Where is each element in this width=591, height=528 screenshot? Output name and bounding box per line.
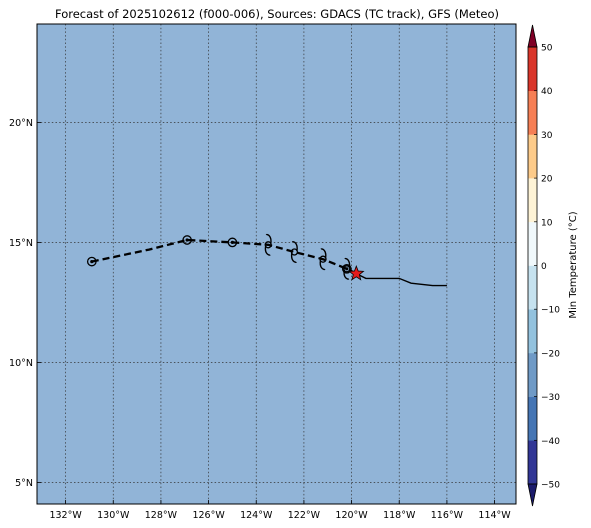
latitude-ticks: 5°N 10°N 15°N 20°N	[9, 118, 41, 489]
colorbar-label: Min Temperature (°C)	[568, 211, 579, 318]
ocean-area	[37, 24, 516, 504]
longitude-ticks: 132°W 130°W 128°W 126°W 124°W 122°W 120°W 118°W…	[49, 500, 511, 521]
colorbar-tick-label: −50	[541, 481, 560, 491]
colorbar-extend-low	[527, 483, 538, 507]
colorbar-band	[528, 47, 537, 91]
track-point-marker	[86, 256, 97, 267]
colorbar-band	[528, 396, 537, 441]
lat-tick-label: 15°N	[9, 238, 33, 249]
forecast-track-line	[91, 238, 357, 275]
lat-tick-label: 10°N	[9, 358, 33, 369]
track-point-center	[345, 267, 349, 271]
cyclone-arm-upper	[291, 241, 298, 252]
colorbar-tick-label: 40	[541, 87, 553, 97]
lat-tick-label: 5°N	[15, 478, 33, 489]
colorbar-band	[528, 134, 537, 179]
lon-tick-label: 130°W	[97, 510, 130, 521]
colorbar-tick-label: 50	[541, 44, 553, 54]
lat-tick-label: 20°N	[9, 118, 33, 129]
cyclone-arm-upper	[265, 233, 272, 244]
cyclone-icon	[290, 241, 299, 263]
colorbar-tick-label: −40	[541, 437, 560, 447]
track-point-center	[230, 240, 235, 244]
colorbar-band	[528, 352, 537, 397]
gridlines	[37, 24, 516, 504]
colorbar-tick-label: −30	[541, 393, 560, 403]
colorbar-band	[528, 265, 537, 310]
cyclone-icon	[264, 233, 272, 256]
cyclone-arm-upper	[344, 257, 351, 268]
track-point-marker	[227, 237, 238, 248]
colorbar-tick-label: 20	[541, 175, 553, 185]
current-position-star-icon	[348, 264, 365, 281]
cyclone-icon	[319, 248, 327, 271]
map-frame	[36, 23, 517, 505]
cyclone-arm-lower	[319, 260, 326, 271]
track-point-marker	[341, 263, 352, 274]
lon-tick-label: 114°W	[478, 510, 511, 521]
cyclone-tracks	[86, 233, 447, 287]
lon-tick-label: 122°W	[288, 510, 321, 521]
colorbar-band	[528, 178, 537, 223]
colorbar-tick-label: 10	[541, 218, 553, 228]
colorbar-tick-label: −20	[541, 349, 560, 359]
cyclone-arm-lower	[343, 269, 350, 280]
cyclone-eye	[264, 241, 272, 249]
track-point-marker	[182, 235, 192, 245]
colorbar: −50 −40 −30 −20 −10 0 10 20 30 40 50	[527, 24, 560, 507]
track-point-center	[90, 260, 94, 264]
chart-title: Forecast of 2025102612 (f000-006), Sourc…	[55, 7, 499, 21]
colorbar-extend-high	[527, 24, 538, 48]
map-panel: 132°W 130°W 128°W 126°W 124°W 122°W 120°W 118°W…	[9, 23, 517, 521]
cyclone-arm-lower	[264, 245, 271, 256]
lon-tick-label: 128°W	[145, 510, 178, 521]
colorbar-band	[528, 221, 537, 266]
cyclone-arm-lower	[290, 252, 297, 263]
past-track-line	[355, 272, 447, 287]
cyclone-eye	[319, 255, 327, 263]
lon-tick-label: 118°W	[383, 510, 416, 521]
cyclone-arm-upper	[320, 248, 327, 259]
colorbar-band	[528, 90, 537, 135]
colorbar-tick-label: −10	[541, 306, 560, 316]
colorbar-band	[528, 309, 537, 354]
colorbar-band	[528, 440, 537, 485]
cyclone-eye	[290, 248, 299, 256]
track-point-center	[185, 238, 189, 242]
colorbar-tick-label: 0	[541, 262, 547, 272]
lon-tick-label: 126°W	[192, 510, 225, 521]
colorbar-tick-label: 30	[541, 131, 553, 141]
cyclone-eye	[343, 265, 351, 273]
lon-tick-label: 120°W	[335, 510, 368, 521]
lon-tick-label: 124°W	[240, 510, 273, 521]
cyclone-icon	[343, 257, 351, 280]
lon-tick-label: 116°W	[431, 510, 464, 521]
lon-tick-label: 132°W	[49, 510, 82, 521]
